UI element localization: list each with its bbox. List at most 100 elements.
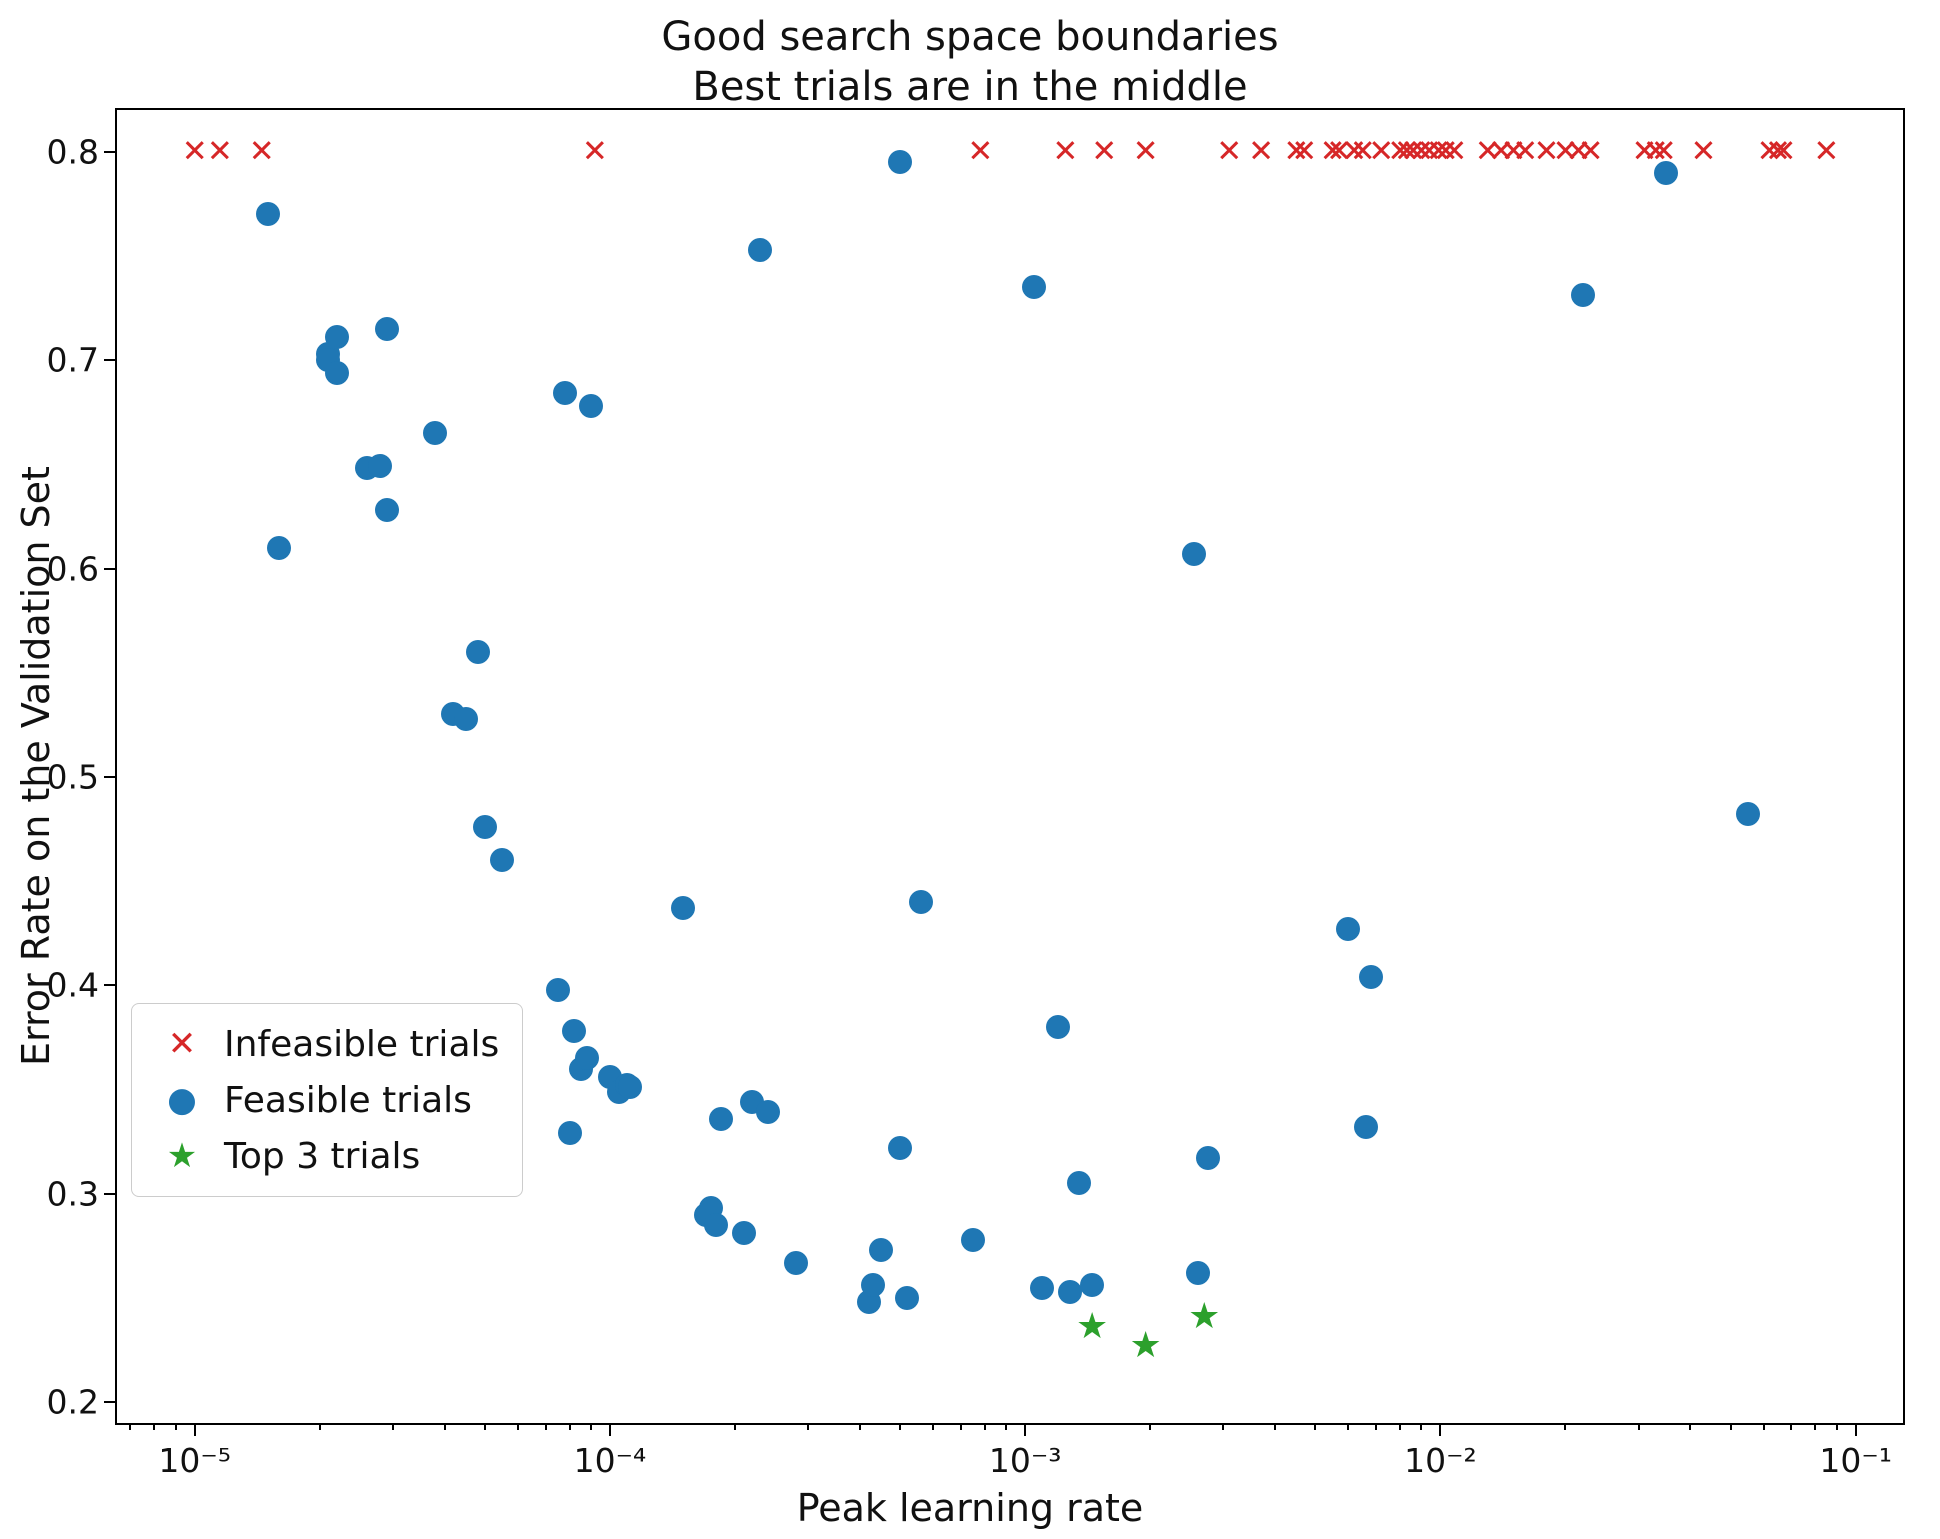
x-minor-tick [589,1423,592,1430]
feasible-marker [423,421,448,446]
infeasible-marker: ✕ [1488,133,1515,170]
infeasible-marker: ✕ [1052,133,1079,170]
x-minor-tick [1222,1423,1225,1430]
x-tick-label: 10⁻³ [988,1441,1062,1480]
infeasible-marker: ✕ [1813,133,1840,170]
feasible-marker [908,889,933,914]
feasible-marker [1336,917,1361,942]
feasible-marker [671,896,696,921]
x-minor-tick [1375,1423,1378,1430]
x-minor-tick [1005,1423,1008,1430]
x-minor-tick [1689,1423,1692,1430]
chart-title-line1: Good search space boundaries [661,14,1279,60]
x-tick [1854,1423,1857,1436]
y-tick [104,359,117,362]
infeasible-marker: ✕ [181,133,208,170]
infeasible-marker: ✕ [1319,133,1346,170]
feasible-marker [869,1238,894,1263]
feasible-marker [267,535,292,560]
x-minor-tick [1814,1423,1817,1430]
feasible-marker [472,814,497,839]
infeasible-marker: ✕ [1425,133,1452,170]
infeasible-marker: ✕ [1091,133,1118,170]
x-tick [193,1423,196,1436]
legend-label-top3: Top 3 trials [224,1135,421,1177]
y-tick-label: 0.6 [46,549,99,588]
x-minor-tick [1347,1423,1350,1430]
y-tick [104,984,117,987]
feasible-marker [324,325,349,350]
x-minor-tick [1149,1423,1152,1430]
y-tick-label: 0.2 [46,1382,99,1422]
circle-marker-icon: ● [167,1080,197,1120]
x-minor-tick [1564,1423,1567,1430]
feasible-marker [1654,160,1679,185]
feasible-marker [1735,802,1760,827]
x-minor-tick [807,1423,810,1430]
x-minor-tick [1637,1423,1640,1430]
feasible-marker [708,1106,733,1131]
x-minor-tick [443,1423,446,1430]
infeasible-marker: ✕ [1474,133,1501,170]
y-tick [104,1401,117,1404]
x-minor-tick [1762,1423,1765,1430]
x-minor-tick [932,1423,935,1430]
y-tick-label: 0.4 [46,965,99,1005]
feasible-marker [1030,1275,1055,1300]
infeasible-marker: ✕ [1291,133,1318,170]
feasible-marker [1353,1115,1378,1140]
x-tick-label: 10⁻² [1404,1441,1477,1480]
feasible-marker [888,150,913,175]
x-minor-tick [153,1423,156,1430]
x-tick-label: 10⁻¹ [1819,1441,1892,1480]
feasible-marker [553,381,578,406]
infeasible-marker: ✕ [1552,133,1579,170]
feasible-marker [1067,1171,1092,1196]
feasible-marker [1057,1279,1082,1304]
infeasible-marker: ✕ [1326,133,1353,170]
feasible-marker [961,1227,986,1252]
feasible-marker [490,848,515,873]
feasible-marker [1195,1146,1220,1171]
infeasible-marker: ✕ [1283,133,1310,170]
x-minor-tick [568,1423,571,1430]
infeasible-marker: ✕ [1349,133,1376,170]
feasible-marker [324,360,349,385]
y-tick [104,775,117,778]
x-minor-tick [544,1423,547,1430]
x-minor-tick [959,1423,962,1430]
x-minor-tick [391,1423,394,1430]
infeasible-marker: ✕ [1368,133,1395,170]
y-tick [104,567,117,570]
infeasible-marker: ✕ [1756,133,1783,170]
x-minor-tick [1274,1423,1277,1430]
feasible-marker [1046,1015,1071,1040]
infeasible-marker: ✕ [1393,133,1420,170]
y-tick [104,1192,117,1195]
feasible-marker [895,1285,920,1310]
x-minor-tick [483,1423,486,1430]
feasible-marker [731,1221,756,1246]
infeasible-marker: ✕ [1416,133,1443,170]
feasible-marker [1358,964,1383,989]
y-tick-label: 0.8 [46,132,99,172]
feasible-marker [374,498,399,523]
legend-item-infeasible: ✕ Infeasible trials [140,1016,514,1072]
legend-label-infeasible: Infeasible trials [224,1023,500,1065]
feasible-marker [465,639,490,664]
infeasible-marker: ✕ [1248,133,1275,170]
legend-item-feasible: ● Feasible trials [140,1072,514,1128]
feasible-marker [888,1135,913,1160]
feasible-marker [860,1273,885,1298]
feasible-marker [1570,283,1595,308]
x-minor-tick [1835,1423,1838,1430]
infeasible-marker: ✕ [1500,133,1527,170]
x-minor-tick [1420,1423,1423,1430]
x-minor-tick [983,1423,986,1430]
infeasible-marker: ✕ [248,133,275,170]
y-tick-label: 0.5 [46,757,99,797]
infeasible-marker: ✕ [1631,133,1658,170]
feasible-marker [618,1075,643,1100]
infeasible-marker: ✕ [1216,133,1243,170]
x-minor-tick [174,1423,177,1430]
